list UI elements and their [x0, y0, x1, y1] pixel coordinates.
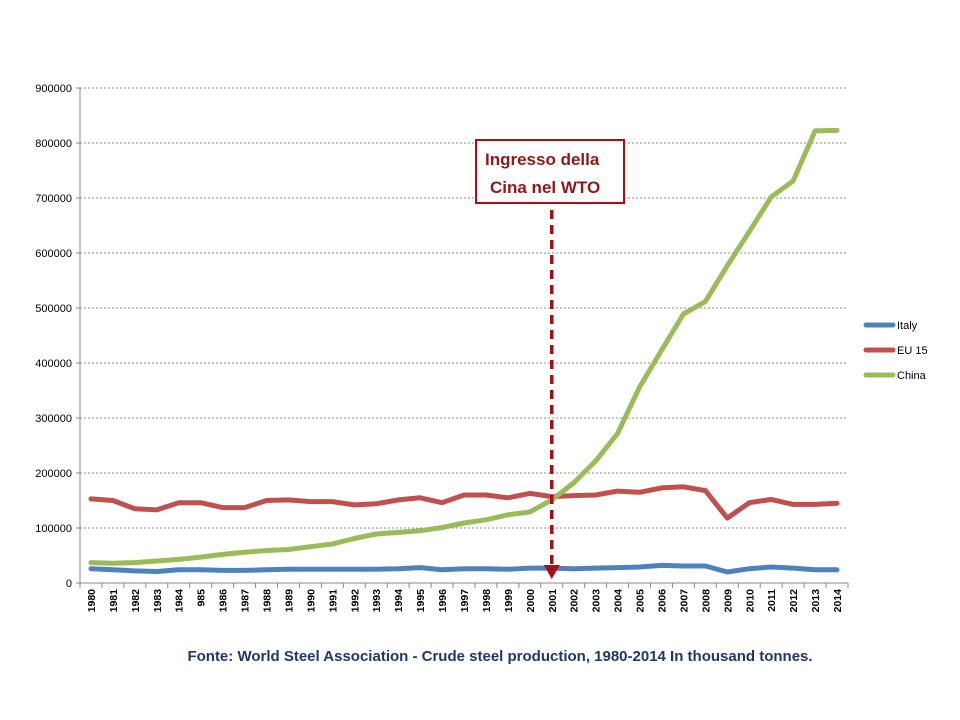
- y-axis: 0 100000 200000 300000 400000 500000 600000 700…: [35, 83, 81, 590]
- x-tick-label: 2007: [678, 589, 690, 613]
- annotation-arrow-head: [543, 565, 560, 579]
- x-tick-label: 1986: [218, 589, 230, 613]
- x-tick-label: 1981: [108, 589, 120, 613]
- annotation-box: [475, 139, 625, 204]
- y-tick-label: 700000: [35, 193, 72, 205]
- x-tick-label: 2011: [766, 589, 778, 612]
- x-tick-label: 1982: [130, 589, 142, 613]
- y-tick-label: 300000: [35, 413, 72, 425]
- x-tick-label: 2003: [591, 589, 603, 613]
- source-caption: Fonte: World Steel Association - Crude s…: [187, 648, 813, 665]
- x-tick-label: 2002: [569, 589, 581, 613]
- x-tick-label: 1993: [371, 589, 383, 613]
- x-tick-label: 2010: [744, 589, 756, 613]
- x-tick-label: 2014: [832, 589, 844, 613]
- x-tick-label: 2012: [788, 589, 800, 613]
- wto-annotation: Ingresso della Cina nel WTO: [475, 139, 625, 579]
- y-tick-label: 200000: [35, 468, 72, 480]
- x-tick-label: 1998: [481, 589, 493, 613]
- x-tick-label: 1988: [262, 589, 274, 613]
- y-tick-label: 400000: [35, 358, 72, 370]
- x-tick-label: 2005: [635, 589, 647, 613]
- x-tick-label: 1991: [327, 589, 339, 613]
- legend-label-eu-15: EU 15: [897, 345, 928, 357]
- y-tick-label: 800000: [35, 138, 72, 150]
- x-tick-label: 2000: [525, 589, 537, 613]
- x-tick-label: 2001: [547, 589, 559, 613]
- x-tick-label: 1992: [349, 589, 361, 613]
- x-tick-label: 2004: [613, 589, 625, 613]
- x-tick-label: 1997: [459, 589, 471, 613]
- x-tick-label: 1990: [305, 589, 317, 613]
- legend-label-china: China: [897, 370, 927, 382]
- y-tick-label: 0: [66, 578, 72, 590]
- x-tick-label: 1999: [503, 589, 515, 613]
- series-line-china: [88, 127, 840, 566]
- y-tick-label: 900000: [35, 83, 72, 95]
- y-tick-label: 100000: [35, 523, 72, 535]
- x-tick-label: 1994: [393, 589, 405, 613]
- x-tick-label: 2006: [656, 589, 668, 613]
- legend: Italy EU 15 China: [863, 320, 928, 382]
- x-tick-label: 1996: [437, 589, 449, 613]
- legend-label-italy: Italy: [897, 320, 918, 332]
- x-tick-label: 985: [196, 589, 208, 607]
- series-lines: [88, 127, 840, 575]
- x-tick-label: 1980: [86, 589, 98, 613]
- gridlines: [80, 87, 848, 529]
- x-tick-label: 2008: [700, 589, 712, 613]
- annotation-text-line2: Cina nel WTO: [490, 178, 600, 197]
- annotation-text-line1: Ingresso della: [485, 150, 600, 169]
- x-tick-label: 1983: [152, 589, 164, 613]
- x-tick-label: 1984: [174, 589, 186, 613]
- x-tick-label: 1995: [415, 589, 427, 613]
- x-tick-label: 1987: [240, 589, 252, 613]
- x-axis: 1980 1981 1982 1983 1984 985 1986 1987 1988 1989 1…: [79, 582, 849, 613]
- x-tick-label: 2009: [722, 589, 734, 613]
- y-tick-label: 500000: [35, 303, 72, 315]
- y-tick-label: 600000: [35, 248, 72, 260]
- x-tick-label: 1989: [283, 589, 295, 613]
- series-line-italy: [88, 562, 840, 575]
- series-line-eu-15: [88, 484, 840, 521]
- x-tick-label: 2013: [810, 589, 822, 613]
